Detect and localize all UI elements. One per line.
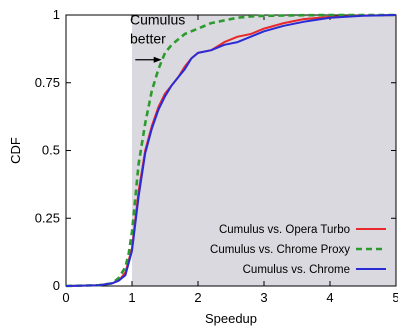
x-tick-label: 4: [326, 290, 333, 305]
x-tick-label: 1: [128, 290, 135, 305]
x-tick-label: 5: [392, 290, 398, 305]
x-axis-label: Speedup: [205, 311, 257, 326]
shaded-region: [132, 15, 396, 286]
y-tick-label: 0: [53, 278, 60, 293]
y-tick-label: 0.25: [35, 210, 60, 225]
annotation-arrow-head: [153, 56, 162, 63]
x-tick-label: 3: [260, 290, 267, 305]
legend-label-1: Cumulus vs. Opera Turbo: [219, 224, 350, 236]
series-line-2: [65, 13, 396, 288]
y-axis-label: CDF: [8, 137, 23, 164]
x-tick-label: 2: [194, 290, 201, 305]
legend-label-2: Cumulus vs. Chrome Proxy: [210, 244, 350, 256]
y-tick-label: 1: [53, 7, 60, 22]
legend-label-3: Cumulus vs. Chrome: [243, 264, 350, 276]
y-tick-label: 0.5: [42, 143, 60, 158]
annotation-line1: Cumulus: [130, 11, 185, 27]
series-line-3: [65, 14, 397, 287]
x-tick-label: 0: [62, 290, 69, 305]
y-tick-label: 0.75: [35, 75, 60, 90]
annotation-line2: better: [130, 30, 166, 46]
